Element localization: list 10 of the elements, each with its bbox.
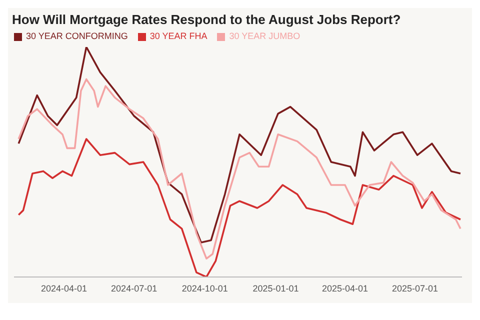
legend-label: 30 YEAR FHA — [150, 31, 208, 41]
legend-label: 30 YEAR CONFORMING — [26, 31, 128, 41]
x-tick-label: 2024-10-01 — [182, 283, 228, 294]
x-tick-label: 2025-01-01 — [252, 283, 299, 294]
x-tick-label: 2025-04-01 — [322, 283, 368, 294]
legend-label: 30 YEAR JUMBO — [229, 31, 300, 41]
x-tick-label: 2024-04-01 — [41, 283, 88, 294]
chart-title: How Will Mortgage Rates Respond to the August Jobs Report? — [11, 11, 402, 27]
x-tick-label: 2024-07-01 — [111, 283, 158, 294]
x-tick-label: 2025-07-01 — [392, 283, 438, 294]
